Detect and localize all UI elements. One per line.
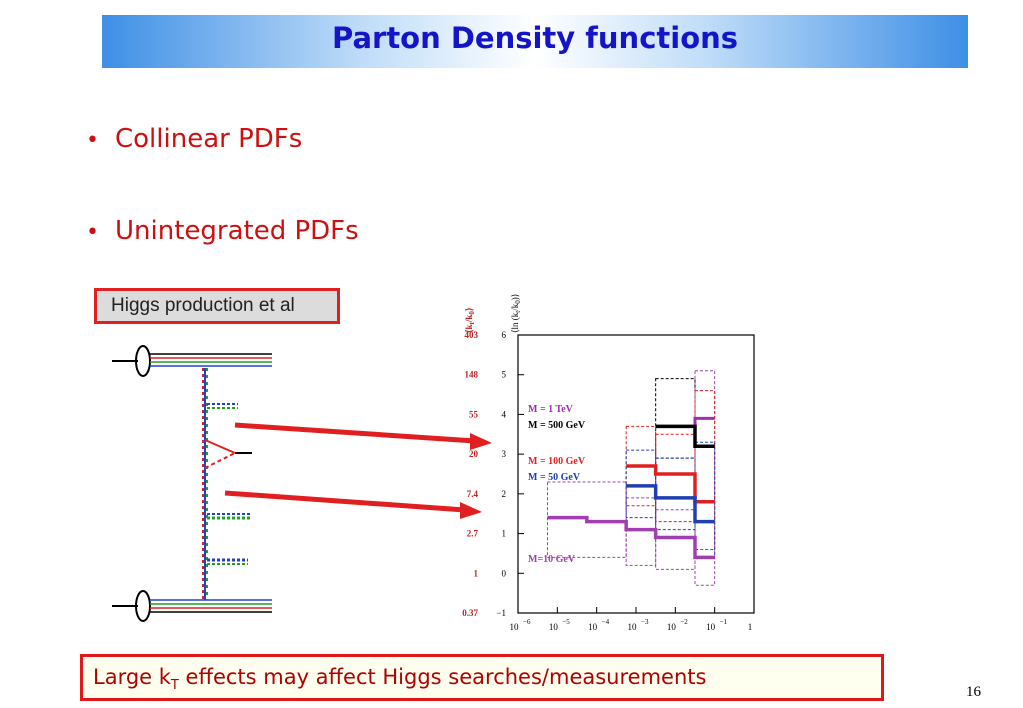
bullet-dot: • [86, 128, 99, 153]
uncertainty-band [694, 390, 716, 550]
x-tick-label: 10 [628, 622, 638, 632]
uncertainty-band [625, 449, 657, 519]
y-tick-label: 3 [502, 449, 507, 459]
x-tick-exponent: −2 [680, 618, 688, 626]
uncertainty-band [655, 509, 696, 570]
legend-entry: M = 500 GeV [528, 420, 586, 431]
bottom-callout-box: Large kT effects may affect Higgs search… [80, 654, 884, 701]
uncertainty-band [655, 457, 696, 531]
bullet-text: Unintegrated PDFs [114, 216, 359, 246]
x-tick-exponent: −5 [562, 618, 570, 626]
x-tick-label: 10 [706, 622, 716, 632]
y-tick-label: −1 [496, 608, 506, 618]
x-tick-exponent: −4 [602, 618, 610, 626]
right-axis-label: ⟨ln (kt/k0)⟩ [510, 294, 522, 333]
uncertainty-band [655, 433, 696, 523]
page-number: 16 [966, 684, 981, 700]
uncertainty-band [625, 497, 657, 566]
left-tick-label: 20 [469, 449, 479, 459]
uncertainty-band [694, 370, 716, 586]
y-tick-label: 1 [502, 529, 507, 539]
left-tick-label: 2.7 [467, 529, 479, 539]
y-tick-label: 4 [502, 409, 507, 419]
title-bar: Parton Density functions [102, 15, 968, 68]
x-tick-label: 10 [667, 622, 677, 632]
slide-title: Parton Density functions [331, 21, 739, 55]
left-tick-label: 7.4 [467, 489, 479, 499]
step-series [547, 416, 715, 560]
bullet-unintegrated: • Unintegrated PDFs [86, 216, 359, 246]
y-tick-label: 2 [502, 489, 507, 499]
series-line [547, 515, 715, 560]
y-tick-label: 5 [502, 370, 507, 380]
x-tick-label: 1 [748, 622, 753, 632]
series-line [626, 484, 715, 524]
bullet-text: Collinear PDFs [114, 124, 303, 154]
legend-entry: M = 1 TeV [528, 404, 574, 415]
y-tick-label: 0 [502, 568, 507, 578]
legend-entry: M = 100 GeV [528, 456, 586, 467]
left-tick-label: 55 [469, 409, 479, 419]
left-axis-label: ⟨kt/k0⟩ [464, 308, 476, 333]
left-tick-label: 0.37 [462, 608, 478, 618]
legend: M = 1 TeV M = 500 GeV M = 100 GeV M = 50 Ge… [528, 404, 586, 565]
bullet-collinear: • Collinear PDFs [86, 124, 302, 154]
left-tick-label: 403 [465, 330, 479, 340]
uncertainty-band [655, 378, 696, 459]
series-line [655, 424, 715, 448]
kt-plot: ⟨kt/k0⟩ ⟨ln (kt/k0)⟩ 6 403 5 148 4 55 3 20 2 7.4 1… [462, 294, 755, 632]
x-tick-label: 10 [549, 622, 559, 632]
x-tick-exponent: −1 [720, 618, 728, 626]
y-tick-label: 6 [502, 330, 507, 340]
higgs-label-box: Higgs production et al [94, 288, 340, 324]
uncertainty-band [694, 441, 716, 558]
x-tick-exponent: −6 [523, 618, 531, 626]
x-tick-label: 10 [588, 622, 598, 632]
bullet-dot: • [86, 220, 99, 245]
legend-entry: M = 50 GeV [528, 472, 581, 483]
x-tick-label: 10 [510, 622, 520, 632]
x-tick-exponent: −3 [641, 618, 649, 626]
series-line [626, 464, 715, 504]
left-tick-label: 1 [474, 568, 479, 578]
higgs-label: Higgs production et al [111, 295, 295, 316]
legend-entry: M=10 GeV [528, 554, 576, 565]
left-tick-label: 148 [465, 370, 479, 380]
bottom-callout-text: Large kT effects may affect Higgs search… [93, 665, 707, 694]
